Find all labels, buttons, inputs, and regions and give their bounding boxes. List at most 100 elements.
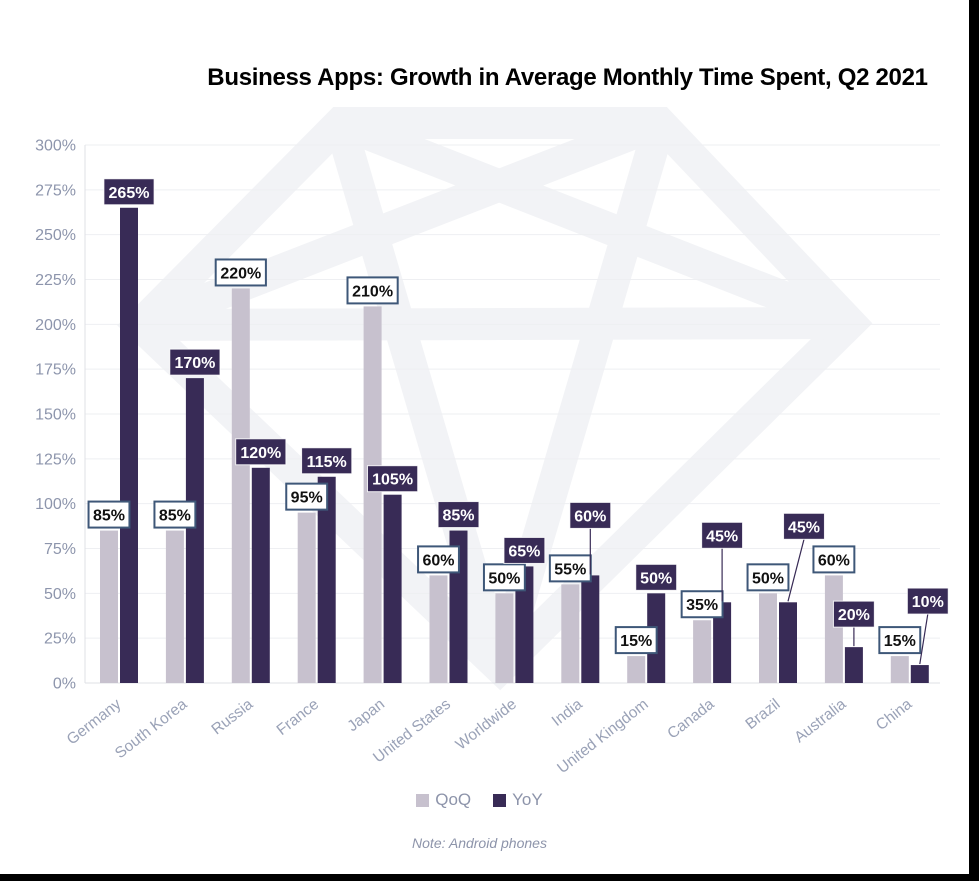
- value-label-qoq-worldwide: 50%: [488, 570, 520, 587]
- bar-qoq-canada: [693, 620, 712, 683]
- value-label-qoq-united-states: 60%: [422, 552, 454, 569]
- gem-facet-line: [334, 108, 856, 338]
- value-label-yoy-south-korea: 170%: [174, 355, 215, 372]
- value-label-box-yoy-australia: [832, 600, 875, 628]
- value-label-box-qoq-china: [878, 626, 922, 655]
- bar-yoy-canada: [713, 602, 732, 683]
- value-label-yoy-russia: 120%: [240, 445, 281, 462]
- footnote: Note: Android phones: [412, 835, 547, 851]
- value-label-yoy-germany: 265%: [109, 185, 150, 202]
- y-tick-225: 225%: [35, 272, 76, 289]
- value-label-box-qoq-france: [285, 482, 329, 511]
- value-label-qoq-germany: 85%: [93, 508, 125, 525]
- value-label-yoy-france: 115%: [307, 454, 347, 471]
- legend-item-qoq: QoQ: [416, 790, 471, 810]
- y-tick-125: 125%: [35, 451, 76, 468]
- value-label-box-qoq-south-korea: [153, 500, 197, 529]
- value-label-qoq-brazil: 50%: [752, 570, 784, 587]
- y-tick-200: 200%: [35, 317, 76, 334]
- x-label-germany: Germany: [64, 696, 125, 749]
- y-tick-150: 150%: [35, 407, 76, 424]
- value-label-box-qoq-russia: [214, 258, 267, 287]
- value-label-qoq-india: 55%: [554, 561, 586, 578]
- x-label-france: France: [274, 696, 322, 739]
- value-label-yoy-worldwide: 65%: [508, 543, 540, 560]
- value-label-box-yoy-china: [906, 587, 949, 615]
- bar-yoy-china: [910, 665, 929, 683]
- bar-yoy-germany: [120, 207, 138, 683]
- value-label-box-yoy-germany: [103, 178, 155, 206]
- bar-yoy-japan: [383, 494, 402, 683]
- y-tick-50: 50%: [44, 586, 76, 603]
- x-label-south-korea: South Korea: [112, 696, 191, 763]
- y-tick-175: 175%: [35, 362, 76, 379]
- bar-qoq-worldwide: [495, 593, 514, 683]
- value-label-box-qoq-worldwide: [482, 563, 526, 592]
- bar-yoy-worldwide: [515, 566, 534, 683]
- y-axis-tick-labels: 0% 25% 50% 75% 100% 125% 150% 175% 200% 225% 250% 2…: [35, 138, 76, 693]
- value-label-yoy-china: 10%: [912, 594, 944, 611]
- value-label-yoy-united-states: 85%: [442, 508, 474, 525]
- legend-label-yoy: YoY: [512, 790, 543, 809]
- bar-qoq-india: [561, 584, 580, 683]
- bar-yoy-russia: [251, 467, 270, 683]
- x-label-worldwide: Worldwide: [453, 696, 520, 754]
- bar-qoq-japan: [363, 306, 382, 683]
- value-label-yoy-brazil: 45%: [788, 519, 820, 536]
- value-label-box-qoq-australia: [812, 545, 856, 574]
- qoq-swatch-icon: [416, 793, 430, 807]
- bar-qoq-brazil: [759, 593, 777, 683]
- value-labels: 85% 265% 85% 170% 220% 120% 95% 115% 210% 105% 60%…: [87, 178, 949, 665]
- y-tick-250: 250%: [35, 227, 76, 244]
- value-label-box-yoy-india: [569, 501, 612, 529]
- x-label-japan: Japan: [344, 696, 388, 735]
- value-label-box-yoy-south-korea: [169, 348, 221, 376]
- y-tick-300: 300%: [35, 138, 76, 155]
- value-label-box-qoq-canada: [680, 590, 724, 619]
- bar-yoy-south-korea: [185, 378, 204, 683]
- legend-label-qoq: QoQ: [435, 790, 472, 809]
- y-tick-0: 0%: [53, 676, 76, 693]
- y-tick-25: 25%: [44, 631, 76, 648]
- bar-qoq-russia: [231, 288, 250, 683]
- gem-facet-line: [134, 108, 666, 340]
- bar-yoy-france: [317, 476, 336, 683]
- value-label-box-yoy-united-kingdom: [635, 563, 678, 591]
- gem-outline: [117, 107, 873, 691]
- yoy-swatch-icon: [493, 793, 507, 807]
- value-label-yoy-australia: 20%: [838, 607, 870, 624]
- gem-facet-line: [324, 118, 516, 673]
- y-tick-275: 275%: [35, 182, 76, 199]
- value-label-yoy-canada: 45%: [706, 528, 738, 545]
- value-label-box-qoq-germany: [87, 500, 131, 529]
- value-label-box-yoy-united-states: [437, 501, 480, 529]
- value-label-qoq-russia: 220%: [220, 265, 261, 282]
- label-leader-line-brazil: [787, 539, 805, 602]
- value-label-box-yoy-russia: [235, 438, 287, 466]
- x-label-canada: Canada: [664, 696, 718, 743]
- value-label-box-qoq-united-states: [417, 545, 460, 574]
- value-label-box-yoy-brazil: [783, 512, 825, 540]
- value-label-qoq-united-kingdom: 15%: [620, 633, 652, 650]
- bar-qoq-france: [297, 512, 316, 683]
- bar-yoy-india: [581, 575, 600, 683]
- bar-qoq-united-kingdom: [627, 656, 646, 683]
- x-label-russia: Russia: [208, 696, 256, 739]
- bar-qoq-germany: [100, 530, 118, 683]
- value-label-box-yoy-japan: [367, 465, 419, 493]
- bar-qoq-australia: [824, 575, 843, 683]
- value-label-yoy-united-kingdom: 50%: [640, 570, 672, 587]
- value-label-qoq-china: 15%: [884, 633, 916, 650]
- value-label-qoq-japan: 210%: [352, 283, 393, 300]
- y-tick-100: 100%: [35, 496, 76, 513]
- value-label-yoy-india: 60%: [574, 508, 606, 525]
- x-label-australia: Australia: [791, 696, 849, 747]
- value-label-box-qoq-japan: [346, 276, 399, 305]
- value-label-box-qoq-brazil: [746, 563, 790, 592]
- value-label-box-yoy-worldwide: [503, 536, 546, 564]
- value-label-qoq-australia: 60%: [818, 552, 850, 569]
- label-leader-line-china: [919, 613, 929, 665]
- value-label-qoq-france: 95%: [291, 490, 323, 507]
